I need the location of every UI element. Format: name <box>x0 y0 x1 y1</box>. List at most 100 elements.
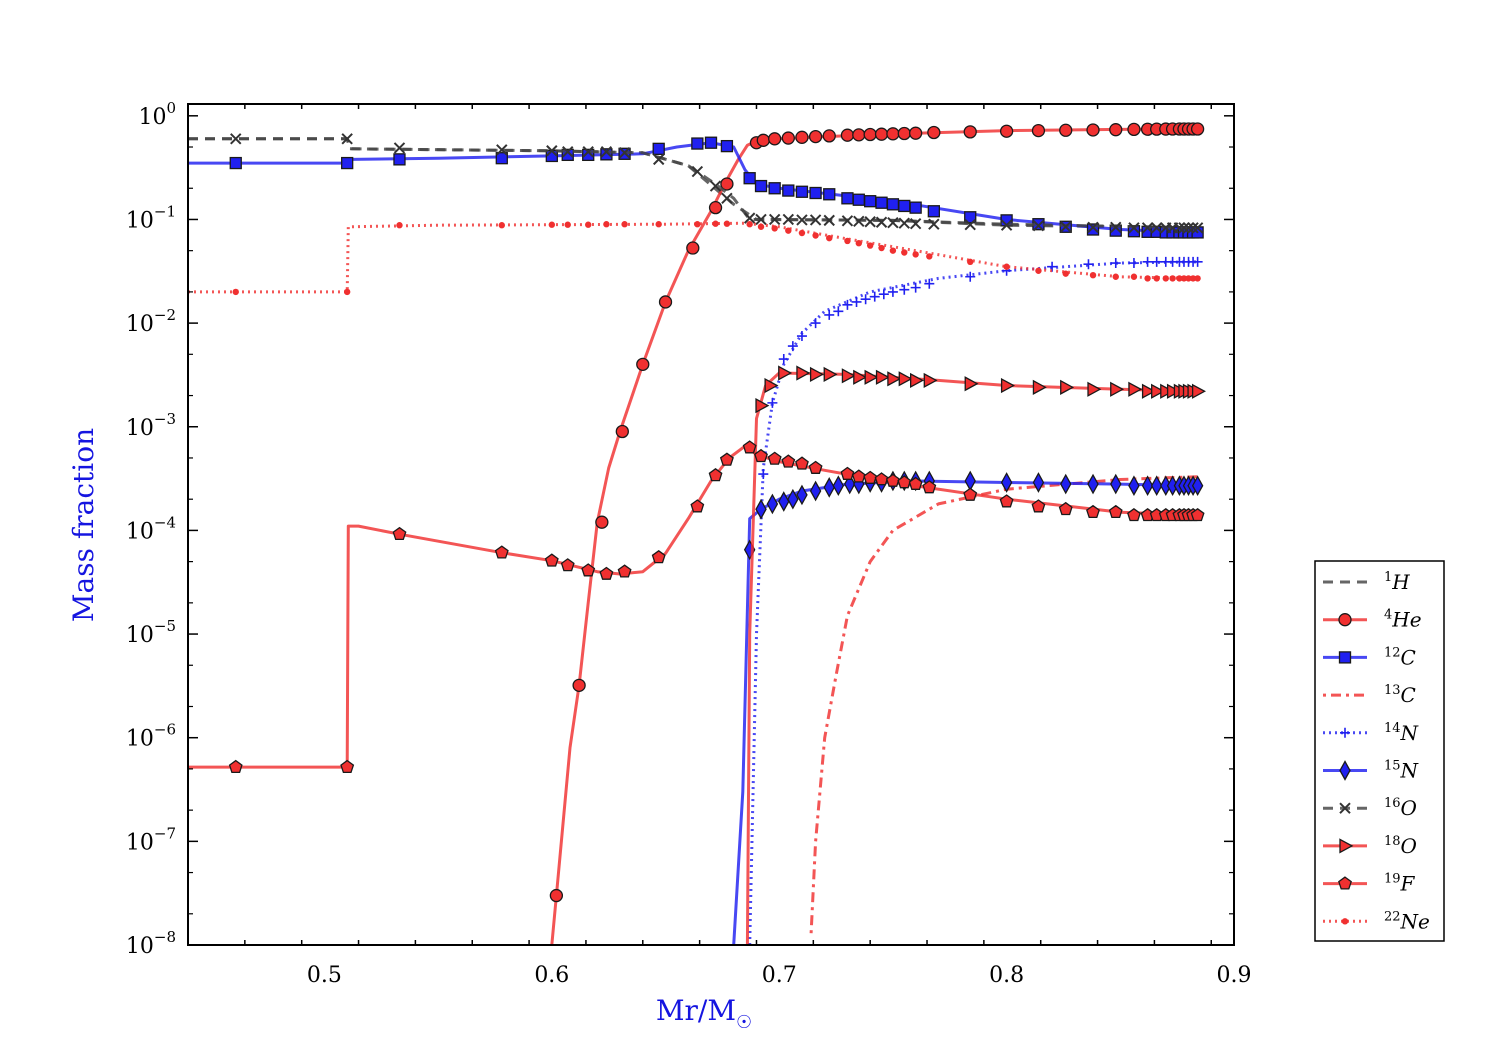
point-15n-2 <box>766 493 779 515</box>
point-16o-22 <box>864 216 876 228</box>
legend-entry-4he: 4He <box>1323 608 1422 632</box>
point-14n-12 <box>878 289 889 300</box>
series-line-12c <box>188 141 1198 234</box>
point-19f-31 <box>1086 504 1100 519</box>
point-12c-27 <box>927 205 940 218</box>
series-15n <box>732 470 1204 945</box>
point-12c-24 <box>886 198 900 211</box>
point-4he-6 <box>686 241 700 255</box>
point-12c-19 <box>823 188 836 201</box>
point-4he-11 <box>768 132 782 146</box>
point-15n-23 <box>1128 475 1140 497</box>
point-14n-23 <box>1142 256 1153 267</box>
point-15n-25 <box>1150 475 1163 497</box>
legend-marker <box>1338 876 1352 890</box>
point-15n-1 <box>755 498 767 520</box>
point-16o-34 <box>1128 222 1140 234</box>
legend-entry-19f: 19F <box>1323 872 1416 896</box>
point-14n-17 <box>965 271 976 282</box>
point-22ne-29 <box>1003 263 1010 270</box>
legend-marker <box>1339 760 1351 781</box>
point-12c-20 <box>841 192 854 205</box>
point-19f-42 <box>1190 507 1205 522</box>
point-22ne-0 <box>232 288 239 296</box>
point-16o-1 <box>341 133 353 145</box>
point-19f-33 <box>1127 507 1141 522</box>
point-16o-17 <box>796 214 808 226</box>
point-16o-2 <box>393 142 406 154</box>
point-18o-22 <box>1151 383 1166 399</box>
series-line-15n <box>732 479 1198 945</box>
point-16o-32 <box>1087 221 1099 234</box>
point-12c-9 <box>652 142 665 155</box>
point-22ne-3 <box>498 222 505 229</box>
point-12c-10 <box>691 137 704 150</box>
point-19f-24 <box>897 475 912 489</box>
point-16o-35 <box>1141 222 1154 234</box>
point-19f-26 <box>922 480 937 494</box>
point-22ne-13 <box>746 221 753 228</box>
point-19f-8 <box>617 564 632 578</box>
point-4he-0 <box>549 888 564 903</box>
point-22ne-7 <box>603 221 610 228</box>
point-22ne-33 <box>1112 273 1119 280</box>
point-4he-22 <box>909 126 923 140</box>
point-16o-23 <box>875 216 888 228</box>
point-16o-33 <box>1110 221 1122 234</box>
point-19f-10 <box>690 499 705 513</box>
point-4he-20 <box>886 127 900 141</box>
point-16o-40 <box>1178 222 1190 234</box>
y-tick-label: 10−8 <box>126 928 176 959</box>
point-16o-25 <box>898 217 910 229</box>
point-19f-9 <box>651 549 666 564</box>
point-19f-5 <box>560 558 575 572</box>
point-12c-14 <box>754 179 768 193</box>
point-16o-42 <box>1187 222 1199 234</box>
point-4he-5 <box>658 295 673 309</box>
point-15n-3 <box>778 491 790 512</box>
point-12c-21 <box>852 193 865 206</box>
point-16o-5 <box>562 146 574 158</box>
point-15n-21 <box>1087 473 1099 495</box>
point-22ne-15 <box>771 225 778 232</box>
point-22ne-30 <box>1035 267 1042 274</box>
x-tick-label: 0.8 <box>989 963 1024 988</box>
point-18o-3 <box>796 365 811 381</box>
plot-frame <box>187 103 1235 946</box>
point-18o-24 <box>1166 383 1181 399</box>
point-22ne-10 <box>694 221 701 228</box>
point-19f-21 <box>863 470 878 484</box>
series-13c <box>809 475 1198 934</box>
legend-label: 1H <box>1384 570 1410 594</box>
point-4he-28 <box>1086 123 1100 137</box>
point-12c-0 <box>229 156 242 170</box>
series-16o <box>188 133 1204 234</box>
series-line-1h <box>188 137 1198 230</box>
point-19f-3 <box>494 545 509 559</box>
point-4he-21 <box>897 126 911 141</box>
point-4he-2 <box>595 515 609 529</box>
point-16o-13 <box>743 212 756 224</box>
legend-entry-1h: 1H <box>1323 570 1410 594</box>
point-14n-6 <box>824 309 835 320</box>
point-12c-25 <box>898 199 911 213</box>
point-12c-17 <box>795 185 809 198</box>
point-22ne-12 <box>723 220 731 227</box>
point-14n-31 <box>1192 256 1203 267</box>
point-22ne-25 <box>901 249 908 256</box>
tick-layer: 0.5 0.6 0.7 0.8 0.9 100 10−1 10−2 10−3 10−4 10−5 10… <box>126 99 1252 988</box>
point-15n-24 <box>1141 475 1154 497</box>
point-22ne-8 <box>621 221 628 228</box>
point-22ne-5 <box>564 221 571 228</box>
series-line-18o <box>745 371 1198 945</box>
point-19f-22 <box>874 472 889 486</box>
point-4he-29 <box>1109 123 1123 137</box>
point-14n-15 <box>910 282 921 293</box>
point-18o-23 <box>1160 383 1175 399</box>
legend-label: 16O <box>1384 796 1417 820</box>
point-15n-7 <box>823 477 835 498</box>
point-4he-3 <box>615 424 629 439</box>
point-18o-5 <box>823 366 838 382</box>
legend-label: 4He <box>1384 608 1422 632</box>
point-22ne-36 <box>1153 275 1160 282</box>
